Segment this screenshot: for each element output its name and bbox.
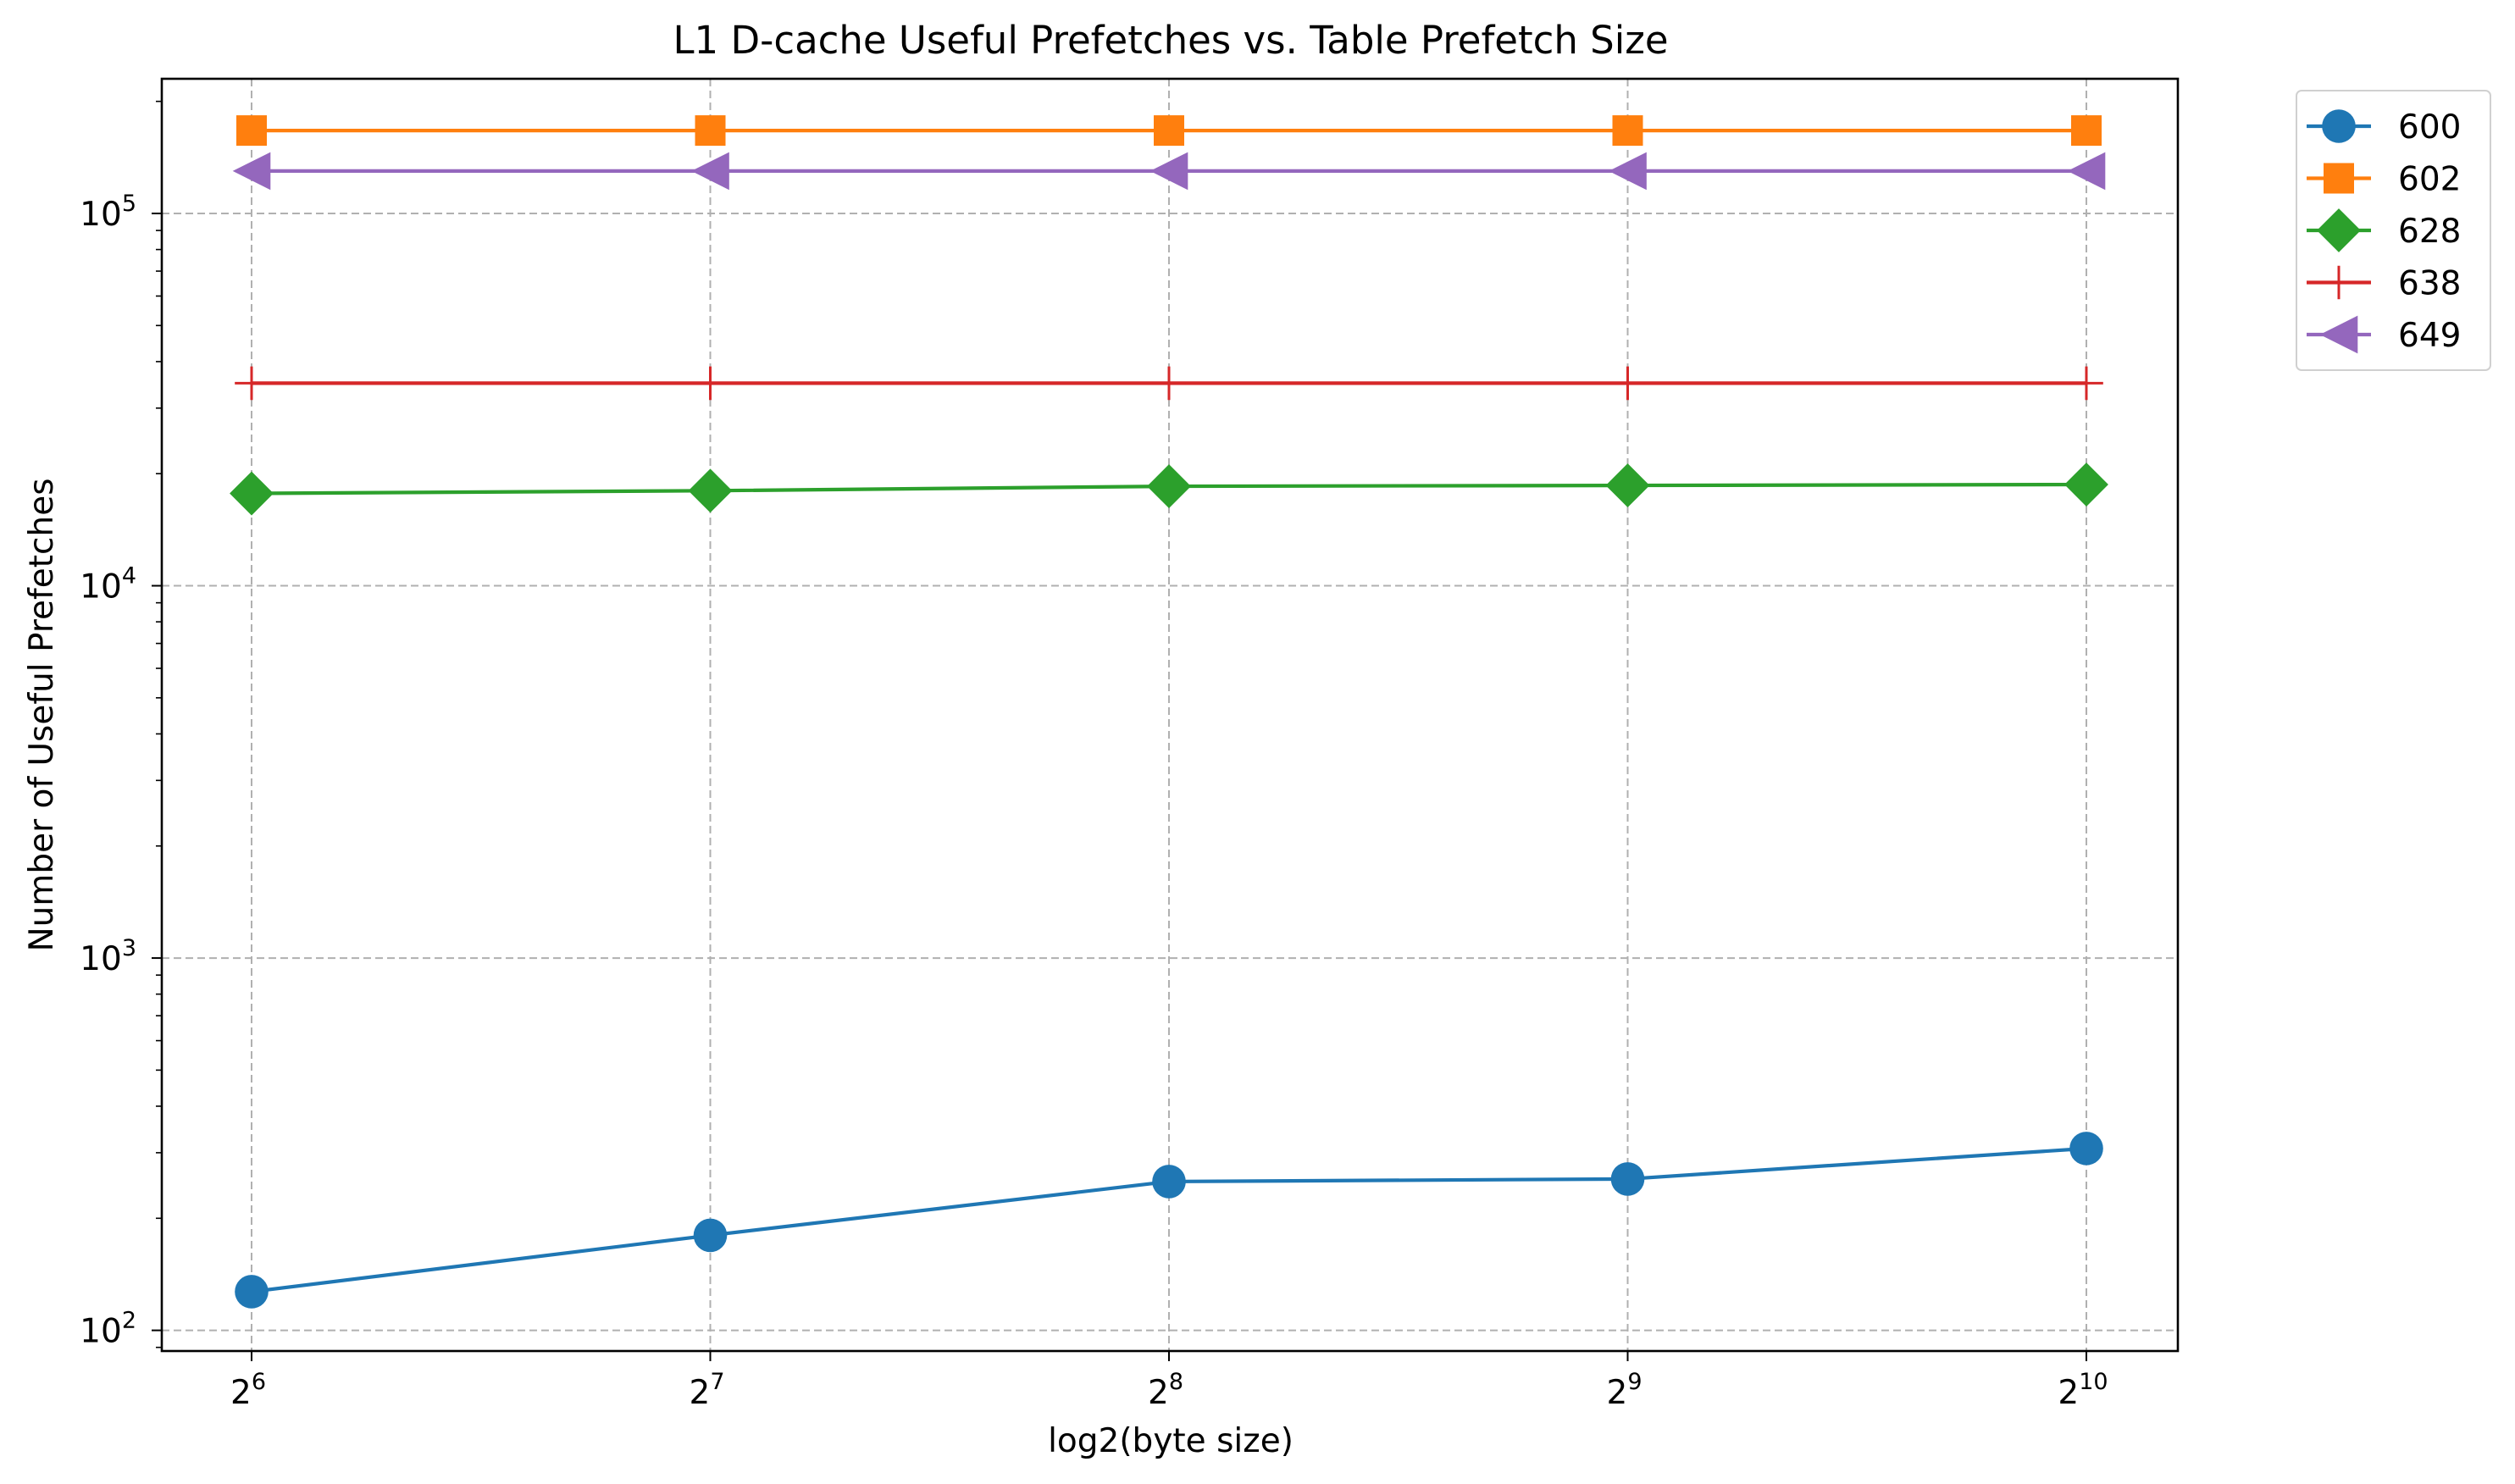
series-600	[235, 1132, 2103, 1309]
legend-label: 602	[2398, 161, 2461, 199]
legend-item: 600	[2307, 108, 2461, 147]
x-axis-label: log2(byte size)	[1048, 1422, 1294, 1460]
y-tick-label-base: 10	[80, 568, 122, 606]
legend-item: 602	[2307, 161, 2461, 199]
y-tick-label-exponent: 5	[122, 191, 136, 217]
x-tick-label: 29	[1606, 1369, 1642, 1412]
x-tick-label-base: 2	[689, 1374, 710, 1412]
x-tick-label-base: 2	[1148, 1374, 1169, 1412]
legend-label: 638	[2398, 265, 2461, 303]
data-point	[2071, 115, 2102, 147]
series-649	[232, 152, 2106, 191]
chart-title: L1 D-cache Useful Prefetches vs. Table P…	[673, 18, 1668, 63]
data-point	[695, 115, 726, 147]
legend-label: 628	[2398, 213, 2461, 251]
legend-marker	[2319, 315, 2358, 354]
legend-marker	[2322, 265, 2356, 300]
x-tick-label-exponent: 10	[2079, 1369, 2108, 1395]
y-tick-label: 102	[80, 1308, 136, 1351]
y-tick-label-base: 10	[80, 940, 122, 978]
data-point	[1609, 152, 1647, 191]
x-tick-label-base: 2	[2058, 1374, 2079, 1412]
data-point	[236, 115, 267, 147]
legend-label: 600	[2398, 108, 2461, 147]
data-point	[693, 366, 728, 401]
x-tick-label: 26	[230, 1369, 266, 1412]
series-638	[235, 366, 2103, 401]
legend-marker	[2317, 208, 2361, 252]
y-tick-label-exponent: 3	[122, 935, 136, 961]
series-602	[236, 115, 2102, 147]
legend-marker	[2324, 163, 2354, 194]
legend-marker	[2322, 109, 2356, 143]
data-point	[2069, 366, 2103, 401]
legend-box	[2296, 90, 2491, 371]
data-point	[1152, 366, 1186, 401]
y-tick-label-base: 10	[80, 196, 122, 234]
data-point	[1147, 464, 1191, 509]
legend-item: 628	[2307, 208, 2461, 252]
data-point	[230, 471, 274, 516]
data-point	[691, 152, 729, 191]
grid	[162, 79, 2178, 1351]
legend-label: 649	[2398, 317, 2461, 355]
y-tick-label-base: 10	[80, 1313, 122, 1351]
y-axis-label: Number of Useful Prefetches	[23, 478, 61, 951]
legend-item: 649	[2307, 315, 2461, 355]
data-point	[1154, 115, 1184, 147]
x-tick-label: 210	[2058, 1369, 2108, 1412]
data-point	[2069, 1132, 2103, 1166]
data-point	[2067, 152, 2106, 191]
data-point	[1605, 463, 1650, 507]
data-point	[688, 468, 733, 513]
data-point	[1610, 366, 1645, 401]
x-tick-label: 27	[689, 1369, 724, 1412]
data-point	[693, 1218, 728, 1253]
data-point	[1149, 152, 1188, 191]
data-point	[2064, 462, 2108, 507]
y-tick-label: 104	[80, 563, 136, 606]
data-point	[235, 366, 269, 401]
data-point	[235, 1275, 269, 1309]
x-tick-label-exponent: 9	[1627, 1369, 1642, 1395]
legend-item: 638	[2307, 265, 2461, 303]
data-point	[232, 152, 271, 191]
x-tick-label-base: 2	[1606, 1374, 1627, 1412]
x-tick-label-exponent: 7	[710, 1369, 724, 1395]
series-628	[230, 462, 2108, 516]
x-tick-label-exponent: 6	[252, 1369, 266, 1395]
y-tick-label: 105	[80, 191, 136, 234]
y-tick-label: 103	[80, 935, 136, 978]
legend: 600 602 628 638 649	[2296, 90, 2491, 371]
x-tick-label: 28	[1148, 1369, 1183, 1412]
data-point	[1612, 115, 1643, 147]
data-point	[1610, 1162, 1645, 1196]
data-point	[1152, 1165, 1186, 1199]
x-tick-label-base: 2	[230, 1374, 252, 1412]
y-tick-label-exponent: 2	[122, 1308, 136, 1334]
x-tick-label-exponent: 8	[1169, 1369, 1183, 1395]
y-tick-label-exponent: 4	[122, 563, 136, 590]
series-layer	[230, 115, 2108, 1309]
